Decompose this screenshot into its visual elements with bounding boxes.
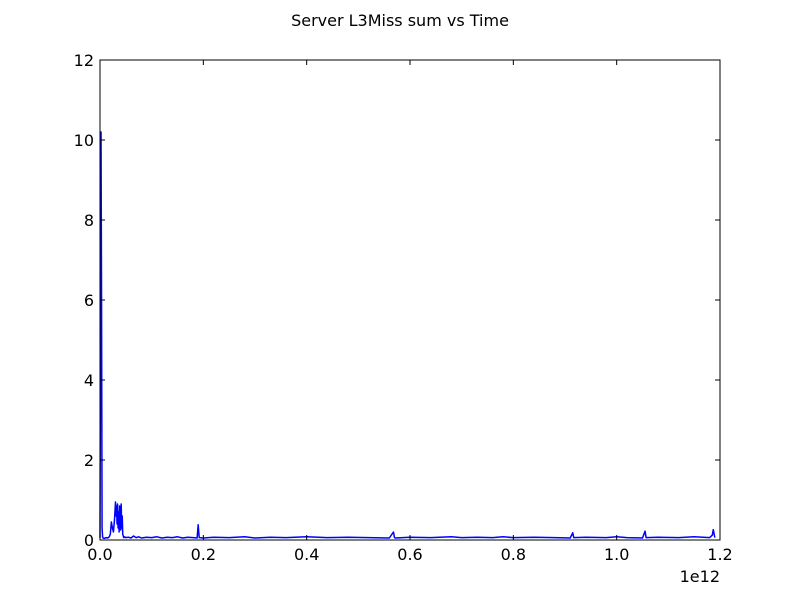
x-tick-label-4: 0.8: [501, 545, 526, 564]
y-tick-label-4: 8: [84, 211, 94, 230]
x-tick-label-1: 0.2: [191, 545, 216, 564]
y-tick-label-3: 6: [84, 291, 94, 310]
series-layer: [99, 131, 716, 540]
y-tick-label-2: 4: [84, 371, 94, 390]
ticks-layer: [99, 59, 721, 541]
x-offset-label: 1e12: [680, 567, 720, 586]
y-tick-label-1: 2: [84, 451, 94, 470]
series-line-0: [99, 131, 716, 540]
y-tick-label-5: 10: [74, 131, 94, 150]
y-tick-label-6: 12: [74, 51, 94, 70]
chart-title: Server L3Miss sum vs Time: [291, 11, 509, 30]
tick-labels-layer: 0.0 0.2 0.4 0.6 0.8 1.0 1.2 0 2 4 6 8 10 12: [74, 51, 733, 564]
x-tick-label-2: 0.4: [294, 545, 319, 564]
x-tick-label-6: 1.2: [707, 545, 732, 564]
plot-area: [100, 60, 720, 540]
x-tick-label-0: 0.0: [87, 545, 112, 564]
y-tick-label-0: 0: [84, 531, 94, 550]
x-tick-label-5: 1.0: [604, 545, 629, 564]
x-tick-label-3: 0.6: [397, 545, 422, 564]
